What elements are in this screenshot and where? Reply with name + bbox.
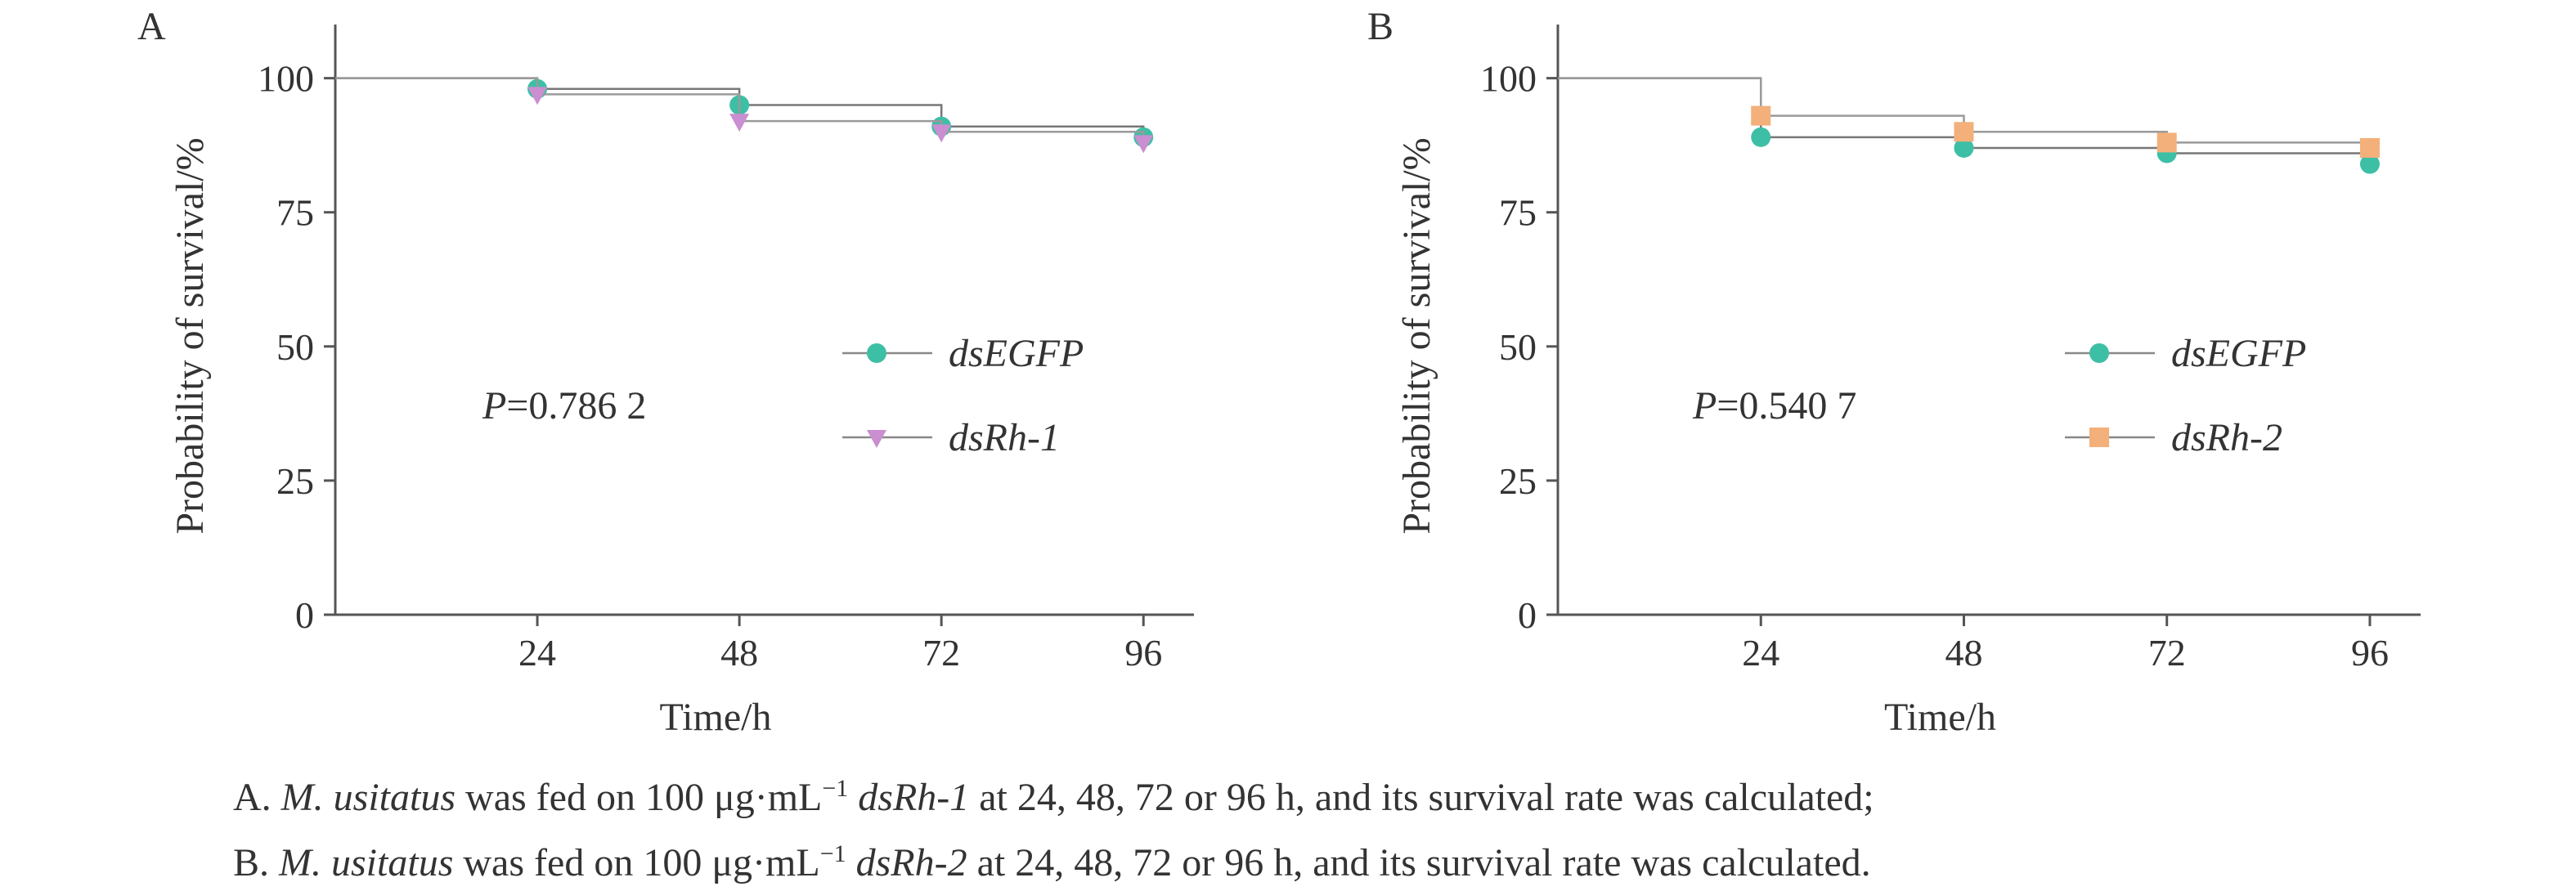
p-value-annotation: P=0.786 2 [482, 384, 646, 428]
panel-label: A [137, 5, 166, 48]
y-axis-label: Probability of survival/% [168, 137, 212, 534]
data-point-marker [1954, 137, 1974, 158]
legend-item-dsrh-1: dsRh-1 [842, 416, 1060, 459]
x-tick-label: 72 [922, 632, 960, 674]
legend-marker [2089, 343, 2109, 363]
legend-marker [2089, 428, 2109, 447]
legend-label: dsEGFP [2171, 332, 2306, 375]
data-point-marker [1751, 105, 1771, 126]
legend-item-dsrh-2: dsRh-2 [2065, 416, 2282, 459]
data-point-marker [2359, 154, 2380, 174]
data-point-marker [1954, 122, 1974, 142]
y-tick-label: 50 [276, 326, 314, 368]
legend-marker [867, 343, 886, 363]
y-tick-label: 25 [1499, 460, 1537, 502]
y-tick-label: 75 [1499, 192, 1537, 234]
legend-label: dsEGFP [949, 332, 1084, 375]
legend-item-dsegfp: dsEGFP [842, 332, 1084, 375]
y-tick-label: 0 [1518, 594, 1537, 636]
data-point-marker [527, 87, 548, 105]
p-symbol: P [1692, 384, 1717, 428]
data-point-marker [1133, 135, 1154, 154]
panel-label: B [1367, 5, 1393, 48]
x-axis-label: Time/h [1884, 696, 1996, 739]
chart-panel-b: B 0 25 50 75 100 24 48 72 96 Time/h Probability of … [1367, 5, 2421, 739]
series-dsrh-2 [1558, 77, 2380, 158]
caption-line-a: A. M. usitatus was fed on 100 μg·mL−1 ds… [233, 775, 1874, 819]
series-dsegfp [335, 77, 1154, 147]
caption-line-b: B. M. usitatus was fed on 100 μg·mL−1 ds… [233, 840, 1871, 884]
p-value: =0.786 2 [506, 384, 646, 428]
legend-label: dsRh-1 [949, 416, 1060, 459]
y-tick-label: 25 [276, 460, 314, 502]
x-tick-label: 48 [1945, 632, 1982, 674]
p-value-annotation: P=0.540 7 [1692, 384, 1856, 428]
legend-label: dsRh-2 [2171, 416, 2282, 459]
data-point-marker [2156, 132, 2177, 153]
y-tick-label: 0 [295, 594, 314, 636]
p-value: =0.540 7 [1717, 384, 1856, 428]
y-tick-label: 75 [276, 192, 314, 234]
chart-panel-a: A 0 25 50 75 100 24 48 72 96 Time/h Probability of … [137, 5, 1194, 739]
series-dsrh-1 [335, 77, 1154, 154]
data-point-marker [729, 114, 750, 132]
x-tick-label: 24 [518, 632, 556, 674]
legend-item-dsegfp: dsEGFP [2065, 332, 2306, 375]
legend-marker [867, 430, 886, 448]
y-axis-label: Probability of survival/% [1395, 137, 1438, 534]
survival-step-line [335, 77, 1146, 144]
y-tick-label: 100 [258, 58, 314, 100]
p-symbol: P [482, 384, 506, 428]
data-point-marker [2359, 137, 2380, 158]
y-tick-label: 100 [1480, 58, 1537, 100]
x-axis-label: Time/h [660, 696, 772, 739]
x-tick-label: 72 [2148, 632, 2186, 674]
data-point-marker [931, 124, 952, 143]
data-point-marker [1751, 127, 1771, 147]
y-tick-label: 50 [1499, 326, 1537, 368]
x-tick-label: 96 [1124, 632, 1162, 674]
x-tick-label: 24 [1742, 632, 1779, 674]
x-tick-label: 96 [2351, 632, 2389, 674]
x-tick-label: 48 [720, 632, 758, 674]
